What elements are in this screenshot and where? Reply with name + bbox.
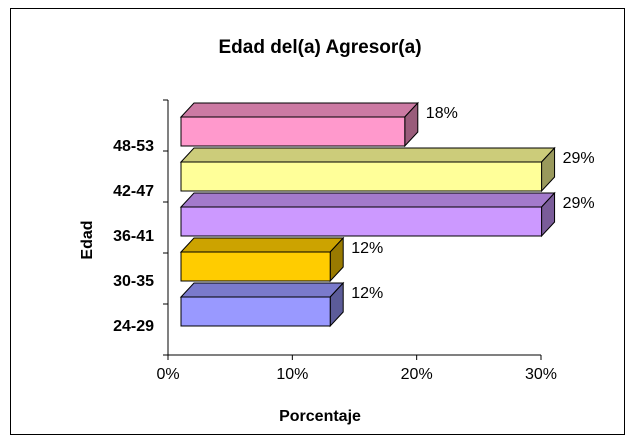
value-label: 12% [351, 240, 383, 257]
x-tick-label: 20% [401, 366, 433, 383]
value-label: 29% [563, 195, 595, 212]
y-axis-title: Edad [79, 220, 96, 259]
bar [180, 116, 406, 147]
bar [180, 296, 331, 327]
bar-top [179, 147, 556, 163]
value-label: 12% [351, 285, 383, 302]
y-tick-label: 30-35 [113, 273, 154, 290]
bar [180, 206, 543, 237]
bar [180, 161, 543, 192]
value-label: 18% [426, 105, 458, 122]
y-tick-label: 48-53 [113, 138, 154, 155]
value-label: 29% [563, 150, 595, 167]
chart-title: Edad del(a) Agresor(a) [218, 37, 421, 58]
bar-top [179, 282, 345, 298]
y-tick-label: 24-29 [113, 318, 154, 335]
bar-top [179, 102, 419, 118]
y-tick-label: 36-41 [113, 228, 154, 245]
x-axis-title: Porcentaje [279, 408, 361, 425]
bar-top [179, 237, 345, 253]
x-tick-label: 30% [525, 366, 557, 383]
x-tick-label: 0% [156, 366, 179, 383]
x-tick-label: 10% [276, 366, 308, 383]
y-tick-label: 42-47 [113, 183, 154, 200]
bar-top [179, 192, 556, 208]
bar [180, 251, 331, 282]
